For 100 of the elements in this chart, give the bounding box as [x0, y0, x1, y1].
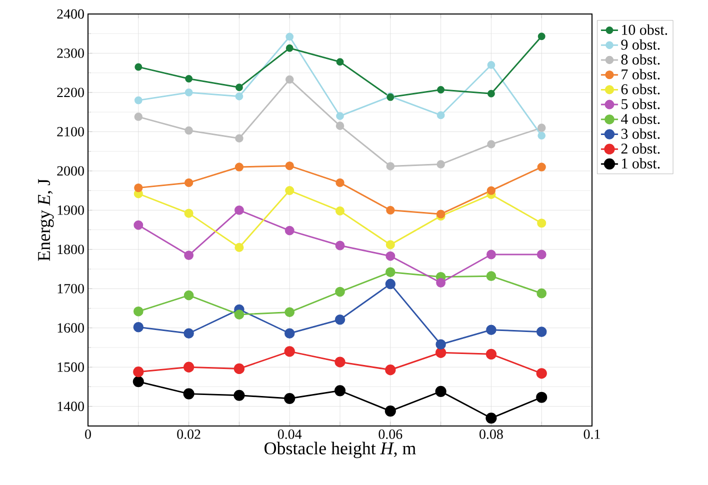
y-tick-label: 2400 — [57, 9, 84, 19]
point — [385, 278, 396, 290]
point — [386, 206, 395, 215]
point — [385, 267, 396, 278]
point — [435, 386, 446, 397]
point — [183, 388, 194, 400]
x-axis-title: Obstacle height H, m — [264, 442, 416, 458]
point — [234, 310, 244, 320]
point — [134, 96, 142, 104]
point — [284, 226, 294, 236]
point — [286, 44, 294, 52]
point — [185, 74, 193, 82]
point — [336, 58, 344, 66]
point — [536, 392, 548, 403]
point — [183, 362, 194, 372]
point — [335, 286, 345, 297]
point — [386, 251, 396, 261]
point — [335, 206, 345, 216]
point — [436, 339, 446, 350]
legend-label: 10 obst. — [622, 24, 668, 35]
point — [538, 132, 546, 140]
point — [184, 126, 193, 135]
point — [334, 314, 346, 325]
point — [184, 250, 194, 260]
point — [436, 160, 445, 168]
legend-label: 5 obst. — [622, 98, 660, 110]
point — [285, 75, 294, 84]
point — [134, 63, 142, 71]
point — [132, 376, 144, 388]
y-tick-label: 2300 — [57, 48, 84, 58]
point — [134, 220, 144, 230]
point — [234, 390, 245, 401]
x-tick-label: 0.06 — [378, 430, 402, 439]
x-tick-label: 0.02 — [177, 430, 200, 439]
point — [134, 112, 143, 121]
point — [436, 278, 446, 288]
point — [133, 366, 144, 378]
point — [537, 162, 546, 172]
point — [334, 356, 346, 368]
y-tick-label: 2100 — [57, 126, 84, 136]
point — [385, 364, 396, 376]
x-tick-label: 0.04 — [278, 430, 302, 439]
point — [134, 183, 143, 192]
point — [335, 240, 345, 250]
y-tick-label: 2000 — [57, 166, 84, 176]
point — [486, 271, 496, 282]
point — [336, 122, 344, 130]
point — [536, 250, 546, 260]
point — [284, 392, 296, 404]
point — [235, 84, 243, 92]
point — [336, 112, 344, 120]
point — [184, 88, 193, 96]
point — [184, 328, 194, 339]
point — [536, 288, 547, 298]
point — [436, 111, 445, 120]
legend-label: 9 obst. — [621, 39, 660, 50]
point — [284, 328, 295, 339]
point — [486, 348, 497, 360]
point — [234, 363, 245, 374]
point — [284, 346, 295, 357]
legend-label: 6 obst. — [621, 84, 660, 94]
point — [386, 162, 395, 170]
y-tick-label: 1900 — [58, 205, 84, 215]
point — [486, 250, 496, 260]
legend-label: 1 obst. — [622, 158, 660, 169]
y-tick-label: 2200 — [57, 88, 84, 98]
point — [285, 186, 294, 196]
y-tick-label: 1600 — [58, 323, 84, 333]
point — [437, 86, 445, 94]
point — [435, 347, 446, 358]
legend-label: 8 obst. — [621, 54, 660, 65]
point — [133, 322, 144, 332]
point — [536, 326, 547, 337]
point — [184, 208, 194, 218]
point — [487, 90, 495, 98]
legend-label: 7 obst. — [622, 68, 660, 80]
point — [184, 178, 194, 188]
x-tick-label: 0.08 — [480, 430, 503, 439]
point — [234, 162, 244, 172]
legend-label: 2 obst. — [621, 143, 660, 154]
x-tick-label: 0.1 — [584, 430, 600, 439]
legend-label: 3 obst. — [621, 128, 660, 139]
point — [235, 92, 244, 100]
point — [536, 368, 547, 379]
point — [285, 162, 294, 170]
y-tick-label: 1400 — [58, 402, 84, 412]
y-tick-label: 1800 — [58, 244, 84, 254]
y-axis-title: Energy E, J — [38, 178, 54, 261]
point — [386, 240, 395, 250]
point — [384, 406, 396, 417]
point — [234, 205, 244, 215]
y-tick-label: 1700 — [58, 284, 84, 294]
point — [184, 290, 194, 300]
y-tick-label: 1500 — [58, 362, 84, 372]
point — [334, 385, 346, 396]
point — [286, 32, 294, 41]
point — [486, 412, 497, 424]
point — [486, 186, 496, 195]
point — [234, 242, 244, 252]
point — [235, 134, 244, 143]
